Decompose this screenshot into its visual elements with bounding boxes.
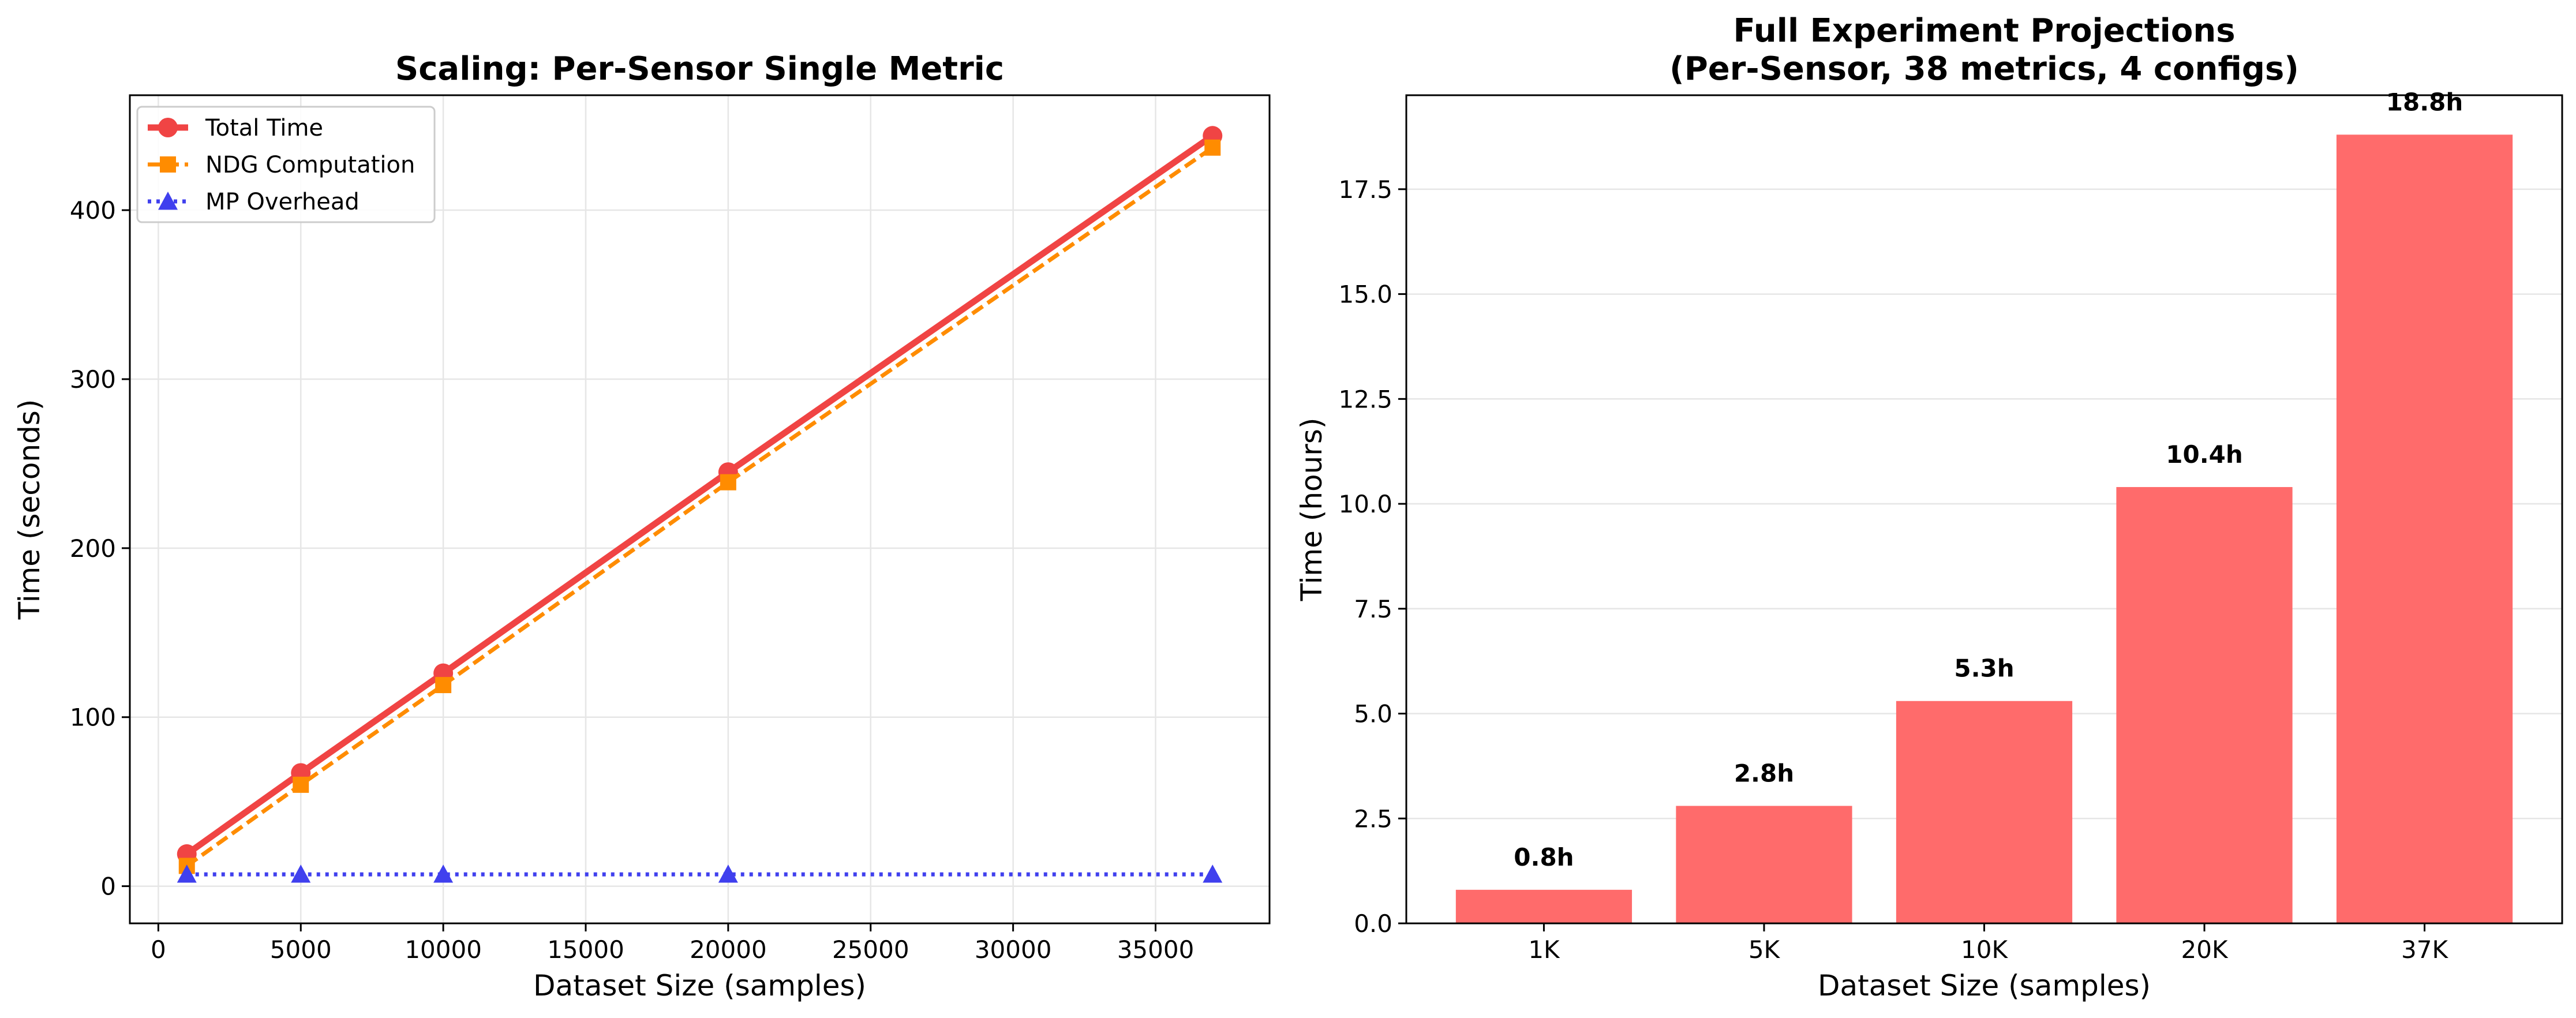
left-x-tick-label: 30000 bbox=[975, 935, 1052, 964]
bar bbox=[1676, 806, 1852, 923]
bar-data-label: 10.4h bbox=[2166, 440, 2243, 469]
left-x-tick-label: 10000 bbox=[405, 935, 482, 964]
right-y-tick-label: 7.5 bbox=[1354, 595, 1392, 623]
legend: Total Time NDG Computation MP Overhead bbox=[136, 106, 436, 223]
data-point bbox=[720, 474, 736, 491]
left-x-tick-label: 0 bbox=[151, 935, 166, 964]
left-x-tick-label: 35000 bbox=[1117, 935, 1195, 964]
left-plot-frame bbox=[129, 94, 1271, 925]
legend-marker bbox=[158, 118, 178, 137]
line-chart: 0 5000 10000 15000 20000 25000 30000 35000 0 100 2… bbox=[13, 50, 1271, 1002]
right-y-tick-label: 12.5 bbox=[1338, 385, 1392, 413]
data-point bbox=[291, 864, 311, 883]
right-x-tick-label: 5K bbox=[1748, 935, 1781, 964]
data-point bbox=[177, 864, 197, 883]
series-line-1 bbox=[185, 145, 1214, 868]
bar-data-label: 2.8h bbox=[1734, 759, 1794, 787]
left-x-tick-label: 25000 bbox=[832, 935, 909, 964]
bar-chart: 0.8h 2.8h 5.3h 10.4h 18.8h 0.0 2.5 5.0 7.5 10.0 1… bbox=[1295, 12, 2563, 1002]
left-x-tick-label: 20000 bbox=[690, 935, 767, 964]
right-chart-title: Full Experiment Projections bbox=[1733, 12, 2235, 50]
legend-entry: NDG Computation bbox=[205, 152, 415, 178]
bar bbox=[1455, 889, 1633, 923]
right-y-tick-label: 5.0 bbox=[1354, 700, 1392, 728]
legend-marker bbox=[160, 156, 176, 173]
right-y-tick-label: 15.0 bbox=[1338, 280, 1392, 309]
left-x-tick-label: 15000 bbox=[547, 935, 624, 964]
left-x-axis-label: Dataset Size (samples) bbox=[533, 969, 866, 1002]
right-ticks: 0.0 2.5 5.0 7.5 10.0 12.5 15.0 17.5 1K 5K 10K 20K 37… bbox=[1338, 175, 2448, 964]
right-y-tick-label: 2.5 bbox=[1354, 804, 1392, 833]
right-x-tick-label: 37K bbox=[2401, 935, 2448, 964]
legend-entry: Total Time bbox=[205, 115, 323, 141]
right-x-axis-label: Dataset Size (samples) bbox=[1818, 969, 2151, 1002]
bar-data-label: 0.8h bbox=[1514, 843, 1574, 871]
left-ticks: 0 5000 10000 15000 20000 25000 30000 35000 0 100 2… bbox=[70, 196, 1194, 964]
right-x-tick-label: 10K bbox=[1961, 935, 2008, 964]
right-bars: 0.8h 2.8h 5.3h 10.4h 18.8h bbox=[1455, 88, 2513, 923]
left-y-tick-label: 200 bbox=[70, 534, 116, 563]
left-series bbox=[177, 126, 1223, 883]
left-y-tick-label: 0 bbox=[100, 873, 116, 901]
legend-entry: MP Overhead bbox=[205, 189, 360, 215]
left-y-axis-label: Time (seconds) bbox=[13, 399, 46, 620]
data-point bbox=[435, 677, 452, 694]
right-x-tick-label: 1K bbox=[1528, 935, 1560, 964]
data-point bbox=[293, 776, 309, 793]
bar-data-label: 18.8h bbox=[2386, 88, 2463, 116]
data-point bbox=[1203, 864, 1223, 883]
bar bbox=[2336, 134, 2513, 923]
series-line-0 bbox=[185, 133, 1215, 857]
right-plot-frame bbox=[1405, 94, 2563, 925]
data-point bbox=[718, 864, 738, 883]
right-y-tick-label: 0.0 bbox=[1354, 910, 1392, 938]
bar bbox=[1896, 701, 2073, 923]
left-grid bbox=[130, 95, 1270, 923]
right-x-tick-label: 20K bbox=[2181, 935, 2229, 964]
legend-marker bbox=[158, 192, 178, 210]
left-y-tick-label: 100 bbox=[70, 703, 116, 732]
left-chart-title: Scaling: Per-Sensor Single Metric bbox=[395, 50, 1004, 88]
left-y-tick-label: 300 bbox=[70, 365, 116, 394]
bar bbox=[2116, 486, 2293, 923]
data-point bbox=[433, 864, 454, 883]
bar-data-label: 5.3h bbox=[1954, 654, 2014, 683]
right-chart-subtitle: (Per-Sensor, 38 metrics, 4 configs) bbox=[1669, 50, 2299, 88]
legend-box bbox=[136, 106, 436, 223]
left-x-tick-label: 5000 bbox=[270, 935, 332, 964]
right-y-tick-label: 17.5 bbox=[1338, 175, 1392, 204]
right-y-tick-label: 10.0 bbox=[1338, 490, 1392, 518]
data-point bbox=[1204, 139, 1221, 156]
right-y-axis-label: Time (hours) bbox=[1295, 418, 1328, 602]
left-y-tick-label: 400 bbox=[70, 196, 116, 224]
